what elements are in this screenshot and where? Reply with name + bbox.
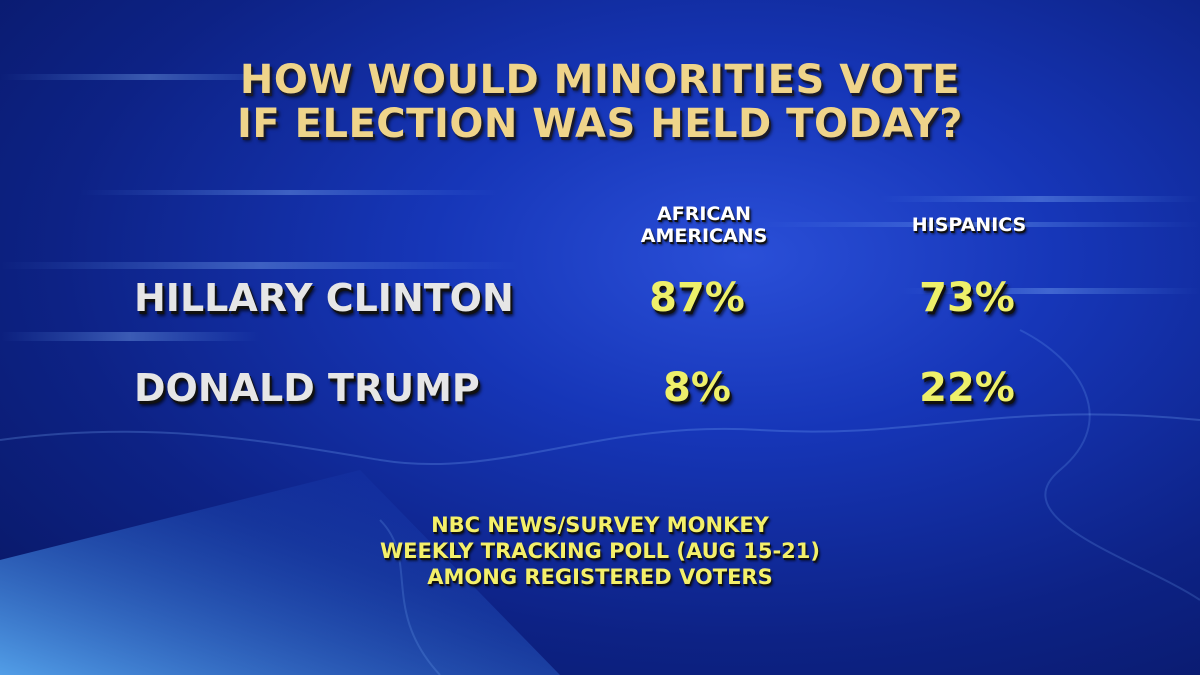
light-streak: [900, 288, 1200, 294]
chart-title: HOW WOULD MINORITIES VOTE IF ELECTION WA…: [0, 58, 1200, 146]
column-header-african-americans: AFRICAN AMERICANS: [604, 203, 804, 247]
source-line: WEEKLY TRACKING POLL (AUG 15-21): [379, 539, 820, 563]
column-header-line: HISPANICS: [911, 214, 1027, 236]
title-line-1: HOW WOULD MINORITIES VOTE: [239, 57, 961, 103]
column-header-hispanics: HISPANICS: [869, 214, 1069, 236]
source-line: AMONG REGISTERED VOTERS: [427, 565, 773, 589]
light-streak: [760, 222, 1200, 227]
light-streak: [880, 196, 1200, 202]
row-label-clinton: HILLARY CLINTON: [134, 276, 514, 320]
light-streak: [0, 332, 260, 341]
value-clinton-hispanics: 73%: [919, 275, 1015, 321]
column-header-line: AFRICAN: [657, 203, 751, 225]
map-outline: [0, 413, 1200, 466]
source-line: NBC NEWS/SURVEY MONKEY: [431, 513, 769, 537]
row-label-trump: DONALD TRUMP: [134, 366, 480, 410]
map-outline: [1019, 329, 1200, 601]
value-trump-hispanics: 22%: [919, 365, 1015, 411]
light-streak: [80, 190, 500, 195]
source-note: NBC NEWS/SURVEY MONKEY WEEKLY TRACKING P…: [0, 512, 1200, 590]
title-line-2: IF ELECTION WAS HELD TODAY?: [237, 101, 963, 147]
column-header-line: AMERICANS: [640, 225, 768, 247]
light-streak: [0, 262, 520, 269]
value-clinton-african-americans: 87%: [649, 275, 745, 321]
light-streak: [0, 74, 300, 80]
map-outline: [379, 519, 441, 675]
value-trump-african-americans: 8%: [663, 365, 731, 411]
corner-glow: [0, 470, 560, 675]
